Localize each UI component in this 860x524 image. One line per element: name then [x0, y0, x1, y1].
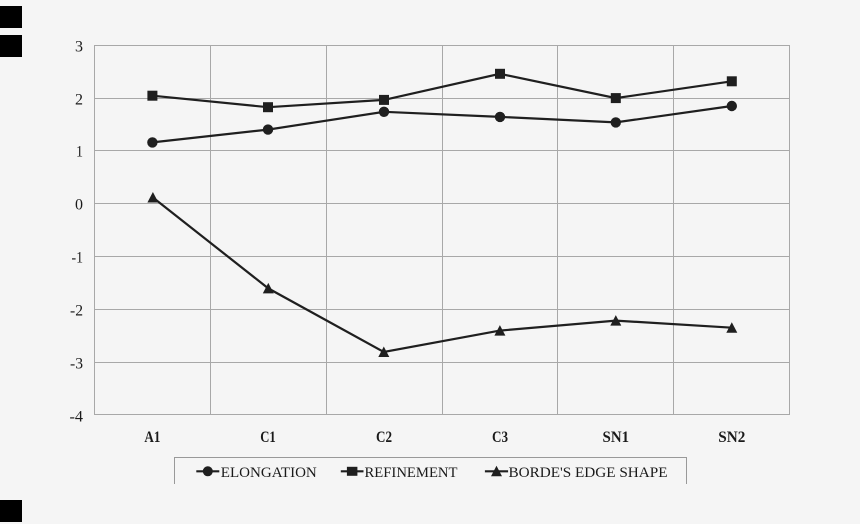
svg-text:3: 3 — [75, 38, 83, 55]
svg-text:C3: C3 — [492, 429, 508, 446]
svg-text:0: 0 — [75, 196, 83, 213]
svg-text:-1: -1 — [72, 249, 84, 266]
svg-text:-3: -3 — [70, 355, 83, 372]
svg-text:2: 2 — [75, 91, 83, 108]
svg-text:C2: C2 — [376, 429, 392, 446]
svg-text:BORDE'S EDGE SHAPE: BORDE'S EDGE SHAPE — [509, 465, 668, 481]
svg-text:C1: C1 — [260, 429, 276, 446]
svg-text:REFINEMENT: REFINEMENT — [365, 465, 458, 481]
svg-text:1: 1 — [76, 143, 83, 160]
svg-text:-2: -2 — [70, 302, 83, 319]
svg-text:A1: A1 — [144, 429, 160, 446]
svg-text:-4: -4 — [70, 408, 84, 425]
svg-text:ELONGATION: ELONGATION — [221, 465, 317, 481]
svg-text:SN2: SN2 — [718, 429, 745, 446]
svg-text:SN1: SN1 — [603, 429, 630, 446]
